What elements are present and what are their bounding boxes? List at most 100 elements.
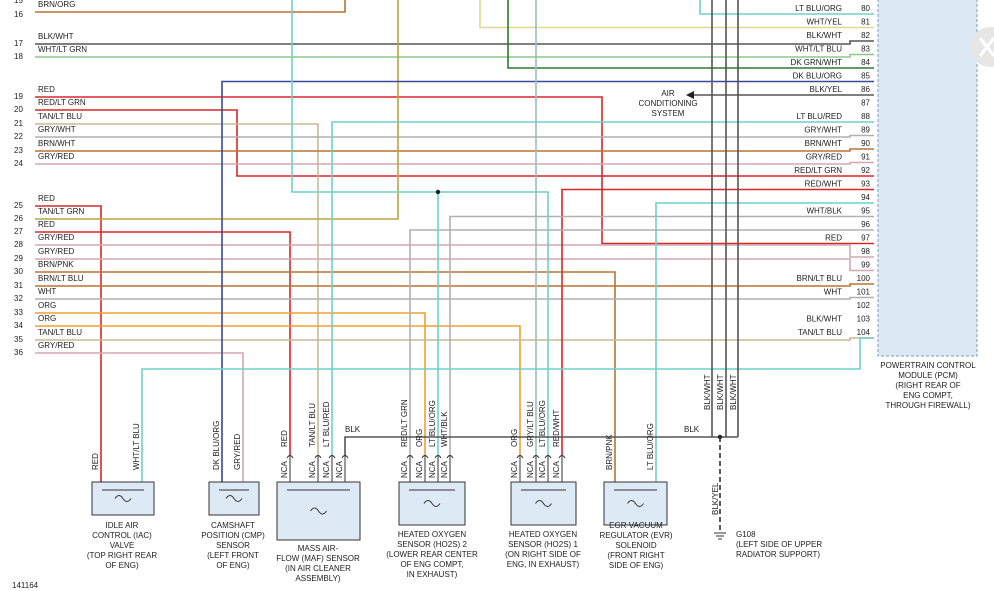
- wire-label: TAN/LT GRN: [38, 207, 84, 216]
- wire: [331, 121, 874, 455]
- ac-label: SYSTEM: [652, 109, 685, 118]
- component-label: IN EXHAUST): [407, 570, 458, 579]
- pin-number: 32: [14, 294, 23, 303]
- component-label: (LEFT FRONT: [207, 551, 259, 560]
- pcm-label: (RIGHT REAR OF: [895, 381, 960, 390]
- wire-label: RED: [280, 430, 289, 447]
- component-label: ENG, IN EXHAUST): [507, 560, 580, 569]
- ac-label: AIR: [661, 89, 675, 98]
- component-label: IDLE AIR: [106, 521, 139, 530]
- pin-number: 87: [861, 99, 870, 108]
- component-label: HEATED OXYGEN: [398, 530, 467, 539]
- wire-label: GRY/RED: [38, 341, 75, 350]
- wire-label: ORG: [38, 314, 56, 323]
- figure-id: 141164: [12, 581, 39, 590]
- pin-label: NCA: [400, 460, 409, 478]
- pin-number: 23: [14, 146, 23, 155]
- wire-label: GRY/RED: [233, 433, 242, 470]
- wire: [35, 96, 874, 245]
- wire: [35, 231, 291, 455]
- wire-label: LT BLU/ORG: [795, 4, 842, 13]
- ground-label: (LEFT SIDE OF UPPER: [736, 540, 822, 549]
- wire-label: BRN/LT BLU: [797, 274, 843, 283]
- pin-label: NCA: [322, 460, 331, 478]
- pin-number: 91: [861, 153, 870, 162]
- ground-label: RADIATOR SUPPORT): [736, 550, 820, 559]
- wire-label: DK BLU/ORG: [212, 421, 221, 470]
- wire-label: WHT/LT GRN: [38, 45, 87, 54]
- component-symbol: [219, 489, 249, 502]
- wire-label: RED/WHT: [552, 410, 561, 447]
- wire-label: WHT/BLK: [440, 411, 449, 447]
- pin-label: NCA: [280, 460, 289, 478]
- component-label: FLOW (MAF) SENSOR: [276, 554, 360, 563]
- pin-number: 17: [14, 39, 23, 48]
- pin-number: 81: [861, 18, 870, 27]
- arrow: [686, 91, 694, 99]
- pin-number: 99: [861, 261, 870, 270]
- pin-label: NCA: [415, 460, 424, 478]
- wire-label: RED/LT GRN: [794, 166, 842, 175]
- wire: [35, 283, 874, 287]
- wire-label: GRY/RED: [38, 233, 75, 242]
- wire-label: WHT/LT BLU: [132, 423, 141, 470]
- wire: [35, 244, 874, 258]
- wire-label: TAN/LT BLU: [308, 403, 317, 447]
- wire-label: BRN/WHT: [805, 139, 842, 148]
- wire-label: BLK/WHT: [703, 374, 712, 410]
- component-label: POSITION (CMP): [201, 531, 265, 540]
- wire-label: BLK: [684, 425, 700, 434]
- pin-number: 27: [14, 227, 23, 236]
- wire-label: RED/LT GRN: [400, 399, 409, 447]
- component-label: OF ENG): [105, 561, 139, 570]
- component-label: CONTROL (IAC): [92, 531, 152, 540]
- wire: [35, 53, 874, 58]
- wire: [35, 296, 874, 300]
- wire-label: BLK/YEL: [810, 85, 843, 94]
- wire: [35, 161, 874, 165]
- pcm-label: POWERTRAIN CONTROL: [880, 361, 976, 370]
- pin-label: NCA: [538, 460, 547, 478]
- wire-label: DK GRN/WHT: [790, 58, 842, 67]
- pcm-label: MODULE (PCM): [898, 371, 958, 380]
- wire-label: WHT: [824, 288, 842, 297]
- pin-number: 95: [861, 207, 870, 216]
- wire-label: RED: [38, 194, 55, 203]
- wire: [35, 0, 399, 220]
- pin-number: 100: [857, 274, 871, 283]
- pin-number: 18: [14, 52, 23, 61]
- pin-number: 94: [861, 193, 870, 202]
- pin-number: 92: [861, 166, 870, 175]
- component-symbol: [102, 489, 144, 502]
- wire-label: RED/WHT: [805, 180, 842, 189]
- component-label: (ON RIGHT SIDE OF: [505, 550, 581, 559]
- wire-label: LT BLU/ORG: [538, 400, 547, 447]
- component-label: OF ENG): [216, 561, 250, 570]
- pin-number: 86: [861, 85, 870, 94]
- wire-label: ORG: [38, 301, 56, 310]
- component-symbol: [521, 489, 566, 507]
- close-icon[interactable]: [978, 37, 994, 57]
- wire-label: BLK/WHT: [806, 315, 842, 324]
- close-circle[interactable]: [970, 27, 994, 67]
- wire-label: LT BLU/RED: [322, 401, 331, 447]
- wire-label: GRY/RED: [38, 247, 75, 256]
- wire-label: RED: [38, 85, 55, 94]
- pin-number: 30: [14, 267, 23, 276]
- component-label: SENSOR (HO2S) 1: [508, 540, 578, 549]
- close-button[interactable]: [970, 27, 994, 67]
- pin-label: NCA: [526, 460, 535, 478]
- component-label: ASSEMBLY): [295, 574, 341, 583]
- pin-number: 36: [14, 348, 23, 357]
- pin-number: 88: [861, 112, 870, 121]
- component-label: SENSOR (HO2S) 2: [397, 540, 467, 549]
- pin-number: 15: [14, 0, 23, 5]
- wire: [35, 325, 521, 455]
- pcm-label: ENG COMPT,: [903, 391, 953, 400]
- pin-number: 104: [857, 328, 871, 337]
- component-symbol: [287, 489, 350, 515]
- wire-label: GRY/WHT: [38, 125, 76, 134]
- pin-number: 90: [861, 139, 870, 148]
- wire-label: ORG: [415, 429, 424, 447]
- pin-number: 83: [861, 45, 870, 54]
